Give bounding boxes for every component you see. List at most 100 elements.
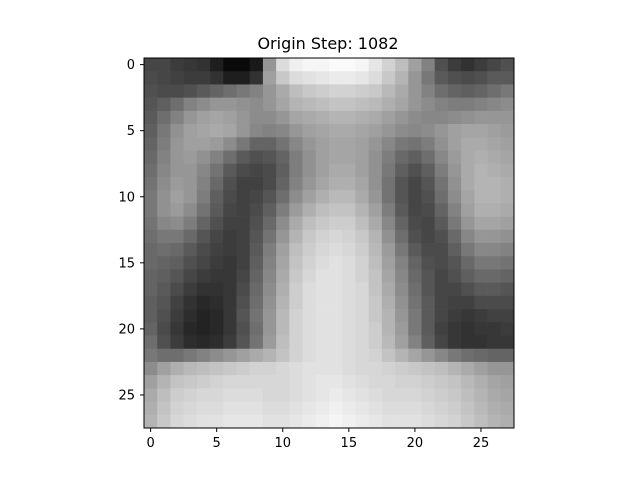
heatmap-cell (196, 137, 211, 151)
heatmap-cell (487, 388, 502, 402)
heatmap-cell (196, 110, 211, 125)
heatmap-cell (434, 243, 449, 257)
heatmap-cell (355, 309, 369, 323)
heatmap-cell (381, 203, 396, 217)
heatmap-cell (447, 243, 462, 257)
heatmap-cell (236, 71, 251, 85)
y-axis: 0 5 10 15 20 25 (118, 58, 144, 403)
heatmap-cell (236, 203, 251, 217)
heatmap-cell (408, 97, 422, 112)
heatmap-cell (461, 401, 475, 416)
heatmap-cell (500, 203, 515, 217)
heatmap-cell (355, 295, 369, 310)
heatmap-cell (381, 137, 396, 151)
heatmap-cell (144, 256, 158, 270)
heatmap-cell (302, 203, 317, 217)
heatmap-cell (183, 295, 198, 310)
heatmap-cell (434, 388, 449, 402)
heatmap-cell (487, 150, 502, 165)
heatmap-cell (315, 190, 330, 204)
heatmap-cell (276, 176, 290, 191)
heatmap-cell (249, 163, 264, 178)
heatmap-cell (262, 229, 277, 244)
heatmap-cell (434, 97, 449, 112)
heatmap-cell (144, 110, 158, 125)
heatmap-cell (236, 58, 251, 72)
heatmap-cell (474, 190, 488, 204)
heatmap-cell (236, 414, 251, 429)
heatmap-cell (474, 216, 488, 231)
heatmap-cell (144, 269, 158, 283)
heatmap-cell (196, 243, 211, 257)
heatmap-cell (474, 229, 488, 244)
heatmap-cell (302, 110, 317, 125)
heatmap-cell (355, 348, 369, 363)
heatmap-cell (421, 58, 436, 72)
heatmap-cell (302, 150, 317, 165)
heatmap-cell (315, 322, 330, 336)
heatmap-cell (223, 216, 237, 231)
heatmap-cell (183, 322, 198, 336)
heatmap-cell (183, 58, 198, 72)
heatmap-cell (342, 295, 356, 310)
heatmap-cell (461, 256, 475, 270)
heatmap-cell (170, 176, 184, 191)
heatmap-cell (144, 124, 158, 138)
heatmap-cell (408, 84, 422, 98)
heatmap-cell (368, 401, 383, 416)
heatmap-cell (395, 401, 409, 416)
heatmap-cell (447, 176, 462, 191)
heatmap-cell (276, 229, 290, 244)
heatmap-cell (262, 256, 277, 270)
heatmap-cell (170, 150, 184, 165)
heatmap-cell (276, 203, 290, 217)
heatmap-cell (395, 150, 409, 165)
heatmap-cell (157, 361, 171, 376)
heatmap-cell (421, 176, 436, 191)
heatmap-cell (276, 137, 290, 151)
heatmap-cell (170, 295, 184, 310)
heatmap-cell (157, 243, 171, 257)
heatmap-cell (249, 110, 264, 125)
heatmap-cell (289, 361, 303, 376)
heatmap-cell (302, 414, 317, 429)
heatmap-cell (196, 414, 211, 429)
heatmap-cell (342, 190, 356, 204)
heatmap-cell (236, 309, 251, 323)
heatmap-cell (183, 414, 198, 429)
x-tick-label: 15 (341, 436, 358, 451)
heatmap-cell (368, 110, 383, 125)
heatmap-cell (302, 71, 317, 85)
heatmap-cell (157, 256, 171, 270)
heatmap-cell (447, 269, 462, 283)
heatmap-cell (144, 361, 158, 376)
heatmap-cell (289, 375, 303, 389)
heatmap-cell (474, 58, 488, 72)
heatmap-cell (408, 348, 422, 363)
heatmap-cell (447, 348, 462, 363)
heatmap-cell (223, 348, 237, 363)
heatmap-cell (461, 97, 475, 112)
heatmap-cell (474, 282, 488, 297)
heatmap-cell (381, 401, 396, 416)
heatmap-cell (302, 309, 317, 323)
heatmap-cell (395, 84, 409, 98)
heatmap-cell (236, 110, 251, 125)
heatmap-cell (447, 322, 462, 336)
heatmap-cell (381, 388, 396, 402)
heatmap-cell (381, 335, 396, 350)
heatmap-cell (262, 137, 277, 151)
heatmap-cell (157, 269, 171, 283)
heatmap-cell (474, 309, 488, 323)
heatmap-cell (329, 58, 343, 72)
heatmap-cell (236, 150, 251, 165)
heatmap-cell (408, 229, 422, 244)
heatmap-cell (408, 110, 422, 125)
heatmap-cell (487, 110, 502, 125)
heatmap-cell (315, 71, 330, 85)
heatmap-cell (236, 84, 251, 98)
heatmap-cell (157, 309, 171, 323)
heatmap-cell (434, 84, 449, 98)
heatmap-cell (289, 348, 303, 363)
heatmap-cell (434, 401, 449, 416)
